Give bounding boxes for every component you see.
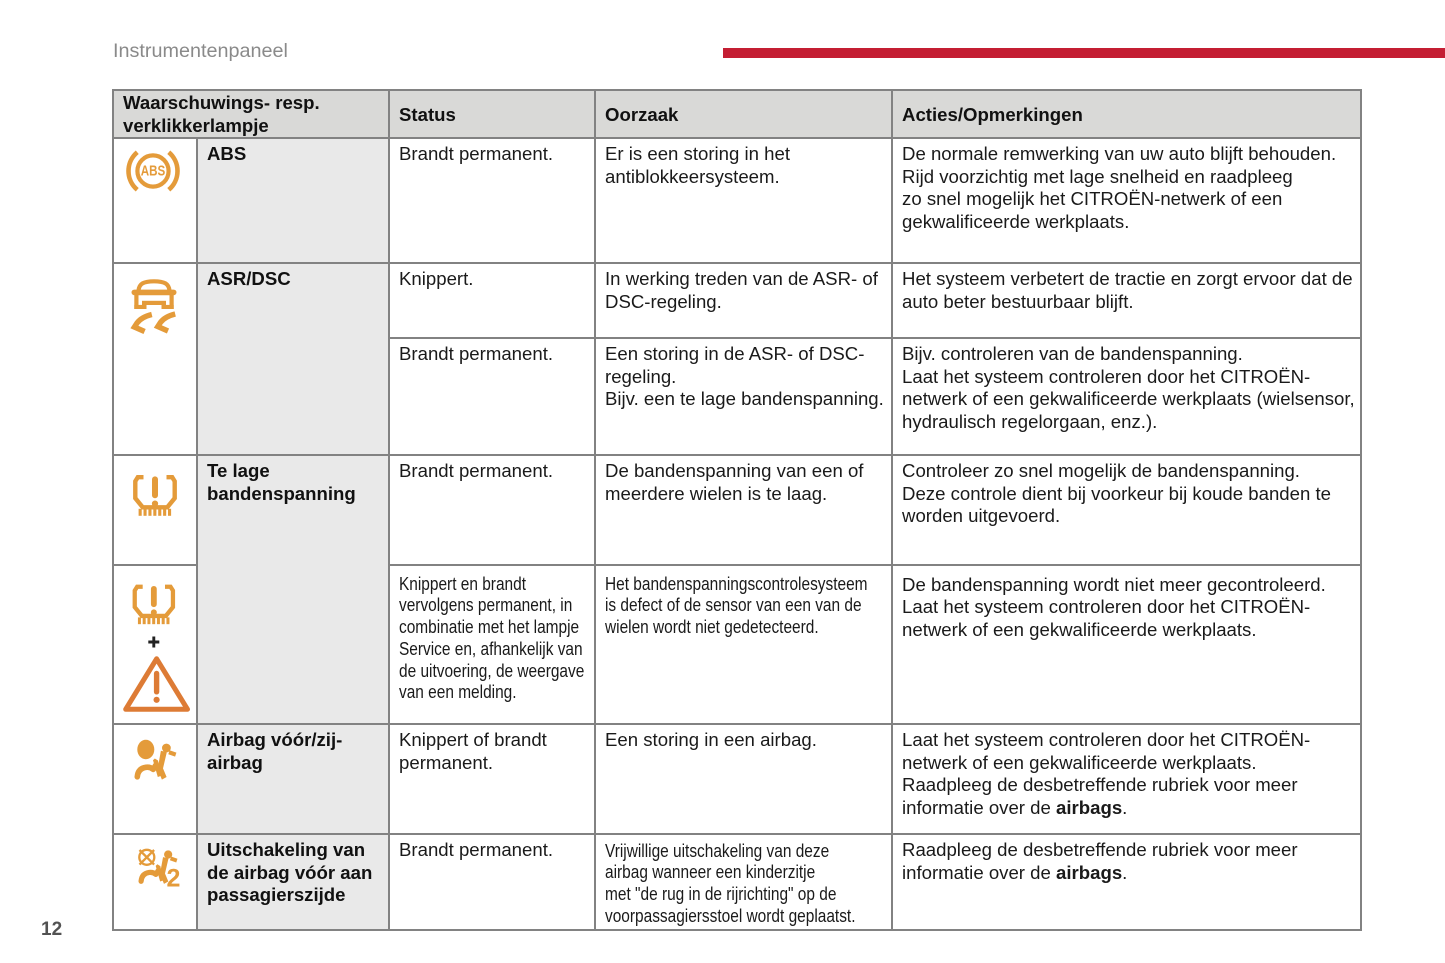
svg-text:2: 2 [167,865,181,892]
svg-text:ABS: ABS [141,162,166,179]
